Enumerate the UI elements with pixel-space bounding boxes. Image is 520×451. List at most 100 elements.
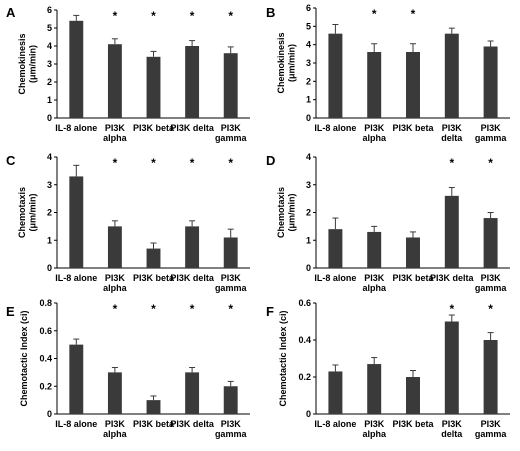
panel-D: D 0 1 2 3 4 Chemotaxis(μm/min) IL-8 alone PI3K al… — [266, 152, 510, 293]
y-tick-label: 1 — [47, 95, 52, 105]
category-label: PI3K gamma — [475, 419, 508, 439]
significance-star: * — [228, 156, 233, 170]
y-axis-title: Chemotaxis(μm/min) — [17, 187, 37, 238]
y-tick-label: 3 — [47, 59, 52, 69]
y-tick-label: 0.6 — [39, 326, 52, 336]
y-tick-label: 1 — [47, 235, 52, 245]
category-label: PI3K gamma — [215, 273, 248, 293]
y-axis-title: Chemokinesis(μm/min) — [276, 32, 296, 93]
category-label: PI3K delta — [441, 123, 463, 143]
panel-label: F — [266, 304, 274, 319]
category-label: PI3K delta — [170, 273, 215, 283]
bar — [328, 229, 343, 268]
bar — [367, 364, 382, 414]
y-tick-label: 0 — [47, 263, 52, 273]
bar — [328, 33, 343, 118]
category-label: PI3K beta — [392, 419, 434, 429]
panel-label: D — [266, 153, 275, 168]
bar — [444, 195, 459, 268]
panel-A: A 0 1 2 3 4 5 6 Chemokinesis(μm/min) IL-8 alone * P… — [6, 5, 250, 143]
panel-B: B 0 1 2 3 4 5 6 Chemokinesis(μm/min) IL-8 alone * P… — [266, 3, 510, 143]
bar — [185, 46, 200, 118]
y-axis-title: Chemotaxis(μm/min) — [276, 187, 296, 238]
category-label: IL-8 alone — [314, 419, 356, 429]
y-tick-label: 0.6 — [298, 298, 311, 308]
category-label: PI3K beta — [392, 273, 434, 283]
y-tick-label: 0.2 — [39, 381, 52, 391]
panel-F: F 0 0.2 0.4 0.6 Chemotactic Index (ci) IL-8 al… — [266, 298, 510, 439]
y-axis-title: Chemokinesis(μm/min) — [17, 33, 37, 94]
bar — [328, 371, 343, 414]
significance-star: * — [113, 9, 118, 23]
y-tick-label: 3 — [306, 58, 311, 68]
significance-star: * — [449, 302, 454, 316]
y-tick-label: 0 — [47, 409, 52, 419]
bar — [69, 20, 84, 118]
category-label: PI3K alpha — [362, 123, 387, 143]
panel-label: B — [266, 5, 275, 20]
y-tick-label: 0 — [306, 263, 311, 273]
y-axis-title: Chemotactic Index (ci) — [19, 310, 29, 406]
y-tick-label: 1 — [306, 235, 311, 245]
bar — [223, 237, 238, 268]
y-tick-label: 6 — [306, 3, 311, 13]
y-axis-title: Chemotactic Index (ci) — [278, 310, 288, 406]
y-tick-label: 2 — [47, 208, 52, 218]
category-label: PI3K beta — [392, 123, 434, 133]
category-label: PI3K delta — [170, 419, 215, 429]
bar — [185, 372, 200, 414]
panel-label: A — [6, 5, 16, 20]
y-tick-label: 5 — [47, 23, 52, 33]
bar — [223, 53, 238, 119]
category-label: PI3K beta — [133, 123, 175, 133]
category-label: PI3K alpha — [103, 419, 128, 439]
y-tick-label: 0.8 — [39, 298, 52, 308]
significance-star: * — [449, 156, 454, 170]
significance-star: * — [113, 302, 118, 316]
bar — [406, 237, 420, 268]
y-tick-label: 4 — [47, 41, 52, 51]
bar — [69, 344, 84, 414]
significance-star: * — [228, 9, 233, 23]
significance-star: * — [151, 302, 156, 316]
y-tick-label: 2 — [47, 77, 52, 87]
significance-star: * — [488, 302, 493, 316]
category-label: IL-8 alone — [55, 419, 97, 429]
category-label: IL-8 alone — [55, 123, 97, 133]
bar — [223, 386, 238, 414]
bar — [444, 321, 459, 414]
bar — [483, 218, 498, 268]
bar — [406, 377, 420, 414]
bar — [107, 372, 122, 414]
bar — [146, 400, 161, 414]
y-tick-label: 0 — [306, 113, 311, 123]
category-label: IL-8 alone — [55, 273, 97, 283]
y-tick-label: 0.4 — [39, 354, 52, 364]
y-tick-label: 3 — [47, 180, 52, 190]
y-tick-label: 1 — [306, 95, 311, 105]
category-label: PI3K gamma — [475, 123, 508, 143]
significance-star: * — [190, 302, 195, 316]
y-tick-label: 2 — [306, 76, 311, 86]
bar — [367, 52, 382, 118]
y-tick-label: 3 — [306, 180, 311, 190]
category-label: IL-8 alone — [314, 273, 356, 283]
significance-star: * — [190, 156, 195, 170]
category-label: IL-8 alone — [314, 123, 356, 133]
category-label: PI3K alpha — [103, 123, 128, 143]
significance-star: * — [488, 156, 493, 170]
significance-star: * — [411, 7, 416, 21]
panel-C: C 0 1 2 3 4 Chemotaxis(μm/min) IL-8 alone * PI3K a… — [6, 152, 250, 293]
y-tick-label: 6 — [47, 5, 52, 15]
significance-star: * — [372, 7, 377, 21]
y-tick-label: 4 — [306, 40, 311, 50]
panel-E: E 0 0.2 0.4 0.6 0.8 Chemotactic Index (ci) IL-8… — [6, 298, 250, 439]
y-tick-label: 4 — [306, 152, 311, 162]
category-label: PI3K alpha — [362, 273, 387, 293]
significance-star: * — [151, 156, 156, 170]
y-tick-label: 5 — [306, 21, 311, 31]
significance-star: * — [228, 302, 233, 316]
category-label: PI3K delta — [170, 123, 215, 133]
significance-star: * — [113, 156, 118, 170]
